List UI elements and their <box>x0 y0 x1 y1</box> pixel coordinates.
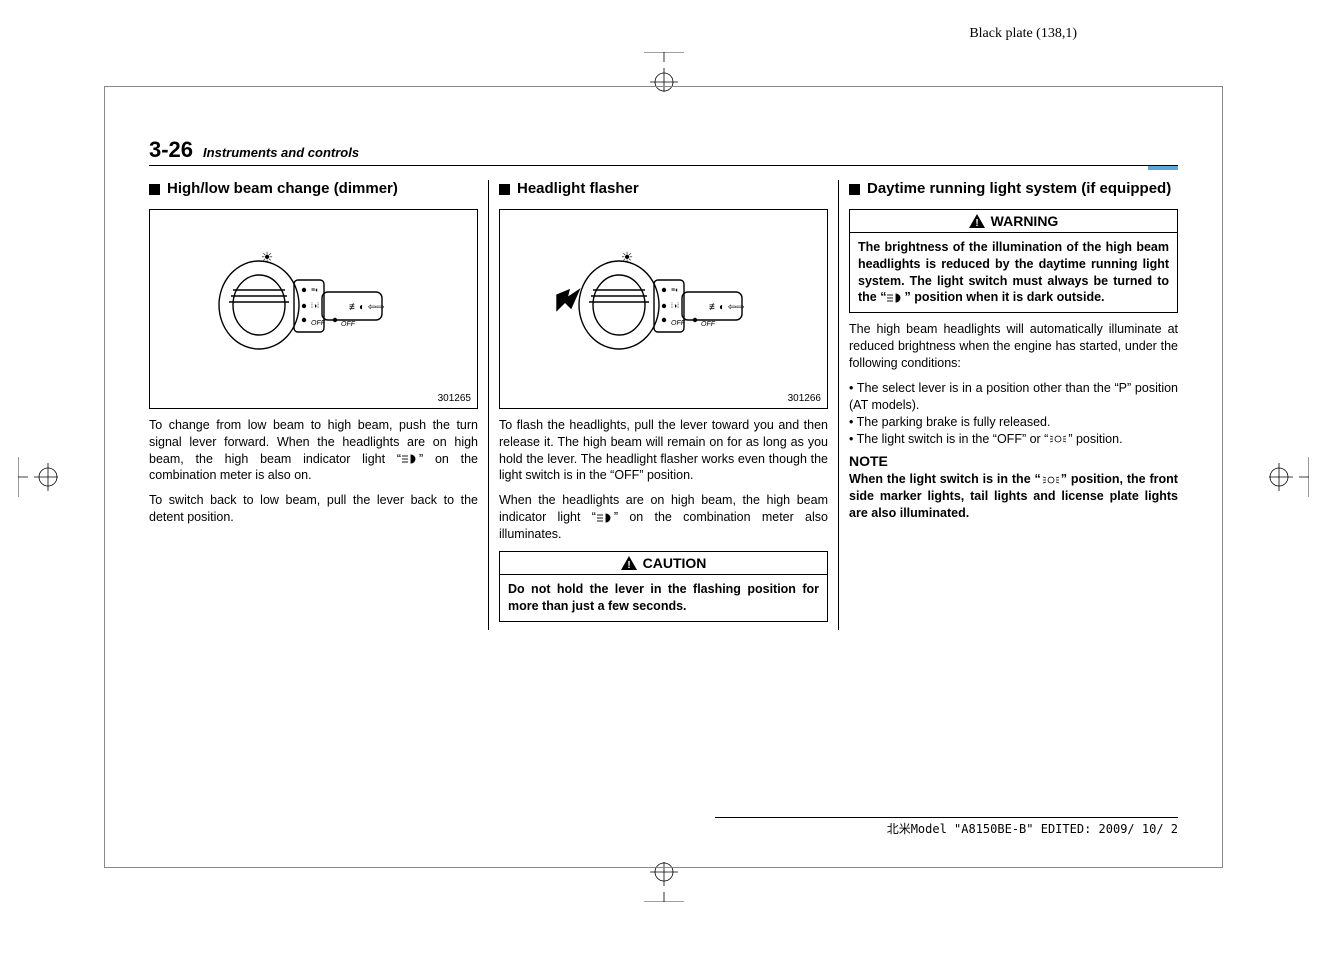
svg-text:≢◐ ⇦⇨: ≢◐ ⇦⇨ <box>349 302 385 313</box>
bullet-square-icon <box>849 184 860 195</box>
high-beam-icon <box>401 454 419 464</box>
section-title: Instruments and controls <box>203 145 359 160</box>
col3-bullets: The select lever is in a position other … <box>849 380 1178 448</box>
page-header: 3-26 Instruments and controls <box>149 137 1178 166</box>
col1-heading-text: High/low beam change (dimmer) <box>167 180 398 199</box>
svg-text:OFF: OFF <box>311 320 326 327</box>
svg-text:OFF: OFF <box>701 321 716 328</box>
col3-para1: The high beam headlights will automatica… <box>849 321 1178 372</box>
caution-box: ! CAUTION Do not hold the lever in the f… <box>499 551 828 622</box>
parking-light-icon <box>1041 475 1061 485</box>
note-body: When the light switch is in the “” posit… <box>849 471 1178 522</box>
svg-text:!: ! <box>975 218 978 228</box>
col3-heading: Daytime running light system (if equippe… <box>849 180 1178 199</box>
col1-heading: High/low beam change (dimmer) <box>149 180 478 199</box>
col2-para1: To flash the headlights, pull the lever … <box>499 417 828 485</box>
col2-figure: ☀ ≡◐ ⁞◑⁞ OFF ≢◐ ⇦⇨ OFF 301266 <box>499 209 828 409</box>
caution-body: Do not hold the lever in the flashing po… <box>500 575 827 621</box>
col2-heading-text: Headlight flasher <box>517 180 639 199</box>
page-frame: 3-26 Instruments and controls High/low b… <box>104 86 1223 868</box>
svg-text:≡◐: ≡◐ <box>671 287 679 294</box>
headlight-on-icon <box>886 293 904 303</box>
footer: 北米Model "A8150BE-B" EDITED: 2009/ 10/ 2 <box>149 817 1178 837</box>
caution-heading: ! CAUTION <box>500 552 827 575</box>
svg-text:☀: ☀ <box>260 249 273 265</box>
svg-text:≢◐ ⇦⇨: ≢◐ ⇦⇨ <box>709 302 745 313</box>
column-1: High/low beam change (dimmer) <box>149 180 488 630</box>
footer-text: 北米Model "A8150BE-B" EDITED: 2009/ 10/ 2 <box>715 817 1178 837</box>
svg-text:⁞◑⁞: ⁞◑⁞ <box>671 303 679 310</box>
warning-heading: ! WARNING <box>850 210 1177 233</box>
col1-para1: To change from low beam to high beam, pu… <box>149 417 478 485</box>
content-columns: High/low beam change (dimmer) <box>149 180 1178 630</box>
col3-heading-text: Daytime running light system (if equippe… <box>867 180 1171 199</box>
col1-figure-number: 301265 <box>438 393 471 404</box>
warning-box: ! WARNING The brightness of the illumina… <box>849 209 1178 314</box>
svg-text:☀: ☀ <box>620 249 633 265</box>
crop-mark-bottom <box>644 862 684 902</box>
lever-flasher-diagram-icon: ☀ ≡◐ ⁞◑⁞ OFF ≢◐ ⇦⇨ OFF <box>539 240 789 370</box>
plate-label: Black plate (138,1) <box>969 26 1077 42</box>
page-number: 3-26 <box>149 137 193 163</box>
bullet-square-icon <box>499 184 510 195</box>
lever-diagram-icon: ☀ ≡◐ ⁞◑⁞ OFF ≢◐ ⇦⇨ OFF <box>199 240 429 370</box>
svg-text:OFF: OFF <box>341 321 356 328</box>
svg-text:≡◐: ≡◐ <box>311 287 319 294</box>
high-beam-icon <box>596 513 614 523</box>
warning-triangle-icon: ! <box>621 556 637 570</box>
svg-text:⁞◑⁞: ⁞◑⁞ <box>311 303 319 310</box>
warning-body: The brightness of the illumination of th… <box>850 233 1177 313</box>
list-item: The select lever is in a position other … <box>849 380 1178 414</box>
column-2: Headlight flasher <box>488 180 838 630</box>
bullet-square-icon <box>149 184 160 195</box>
col2-figure-number: 301266 <box>788 393 821 404</box>
svg-text:OFF: OFF <box>671 320 686 327</box>
column-3: Daytime running light system (if equippe… <box>838 180 1178 630</box>
crop-mark-left <box>18 457 58 497</box>
col1-para2: To switch back to low beam, pull the lev… <box>149 492 478 526</box>
svg-text:!: ! <box>627 560 630 570</box>
crop-mark-right <box>1269 457 1309 497</box>
warning-triangle-icon: ! <box>969 214 985 228</box>
col2-para2: When the headlights are on high beam, th… <box>499 492 828 543</box>
parking-light-icon <box>1048 434 1068 444</box>
col2-heading: Headlight flasher <box>499 180 828 199</box>
col1-figure: ☀ ≡◐ ⁞◑⁞ OFF ≢◐ ⇦⇨ OFF 301265 <box>149 209 478 409</box>
note-heading: NOTE <box>849 453 1178 469</box>
list-item: The light switch is in the “OFF” or “” p… <box>849 431 1178 448</box>
list-item: The parking brake is fully released. <box>849 414 1178 431</box>
